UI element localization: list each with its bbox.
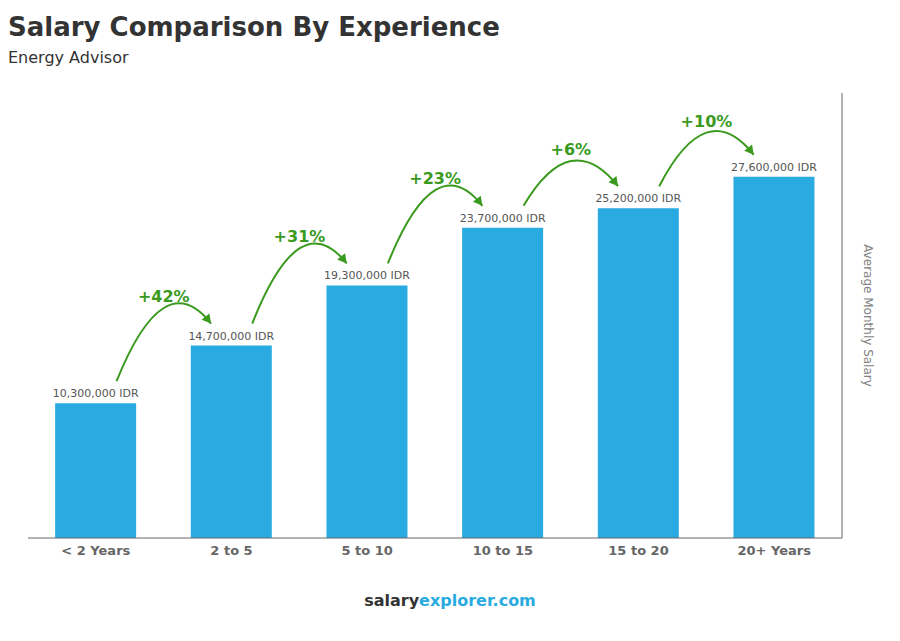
svg-text:20+ Years: 20+ Years — [737, 543, 811, 558]
svg-text:< 2 Years: < 2 Years — [61, 543, 130, 558]
svg-text:Average Monthly Salary: Average Monthly Salary — [861, 244, 875, 387]
svg-text:+42%: +42% — [138, 287, 190, 306]
html-text:Salary Comparison By Experienc: Salary Comparison By Experience — [8, 12, 500, 42]
svg-text:+6%: +6% — [551, 140, 592, 159]
svg-text:+31%: +31% — [274, 227, 326, 246]
svg-text:14,700,000 IDR: 14,700,000 IDR — [188, 330, 274, 343]
svg-text:23,700,000 IDR: 23,700,000 IDR — [460, 212, 546, 225]
svg-text:10,300,000 IDR: 10,300,000 IDR — [53, 387, 139, 400]
svg-text:+23%: +23% — [409, 169, 461, 188]
svg-text:+10%: +10% — [681, 112, 733, 131]
svg-text:2 to 5: 2 to 5 — [210, 543, 252, 558]
html-text:Energy Advisor: Energy Advisor — [8, 48, 129, 67]
svg-text:15 to 20: 15 to 20 — [608, 543, 668, 558]
svg-text:10 to 15: 10 to 15 — [473, 543, 533, 558]
html-text:salary explorer.com: salary explorer.com — [364, 591, 536, 610]
svg-text:27,600,000 IDR: 27,600,000 IDR — [731, 161, 817, 174]
svg-text:19,300,000 IDR: 19,300,000 IDR — [324, 269, 410, 282]
svg-text:25,200,000 IDR: 25,200,000 IDR — [595, 192, 681, 205]
svg-text:5 to 10: 5 to 10 — [341, 543, 392, 558]
